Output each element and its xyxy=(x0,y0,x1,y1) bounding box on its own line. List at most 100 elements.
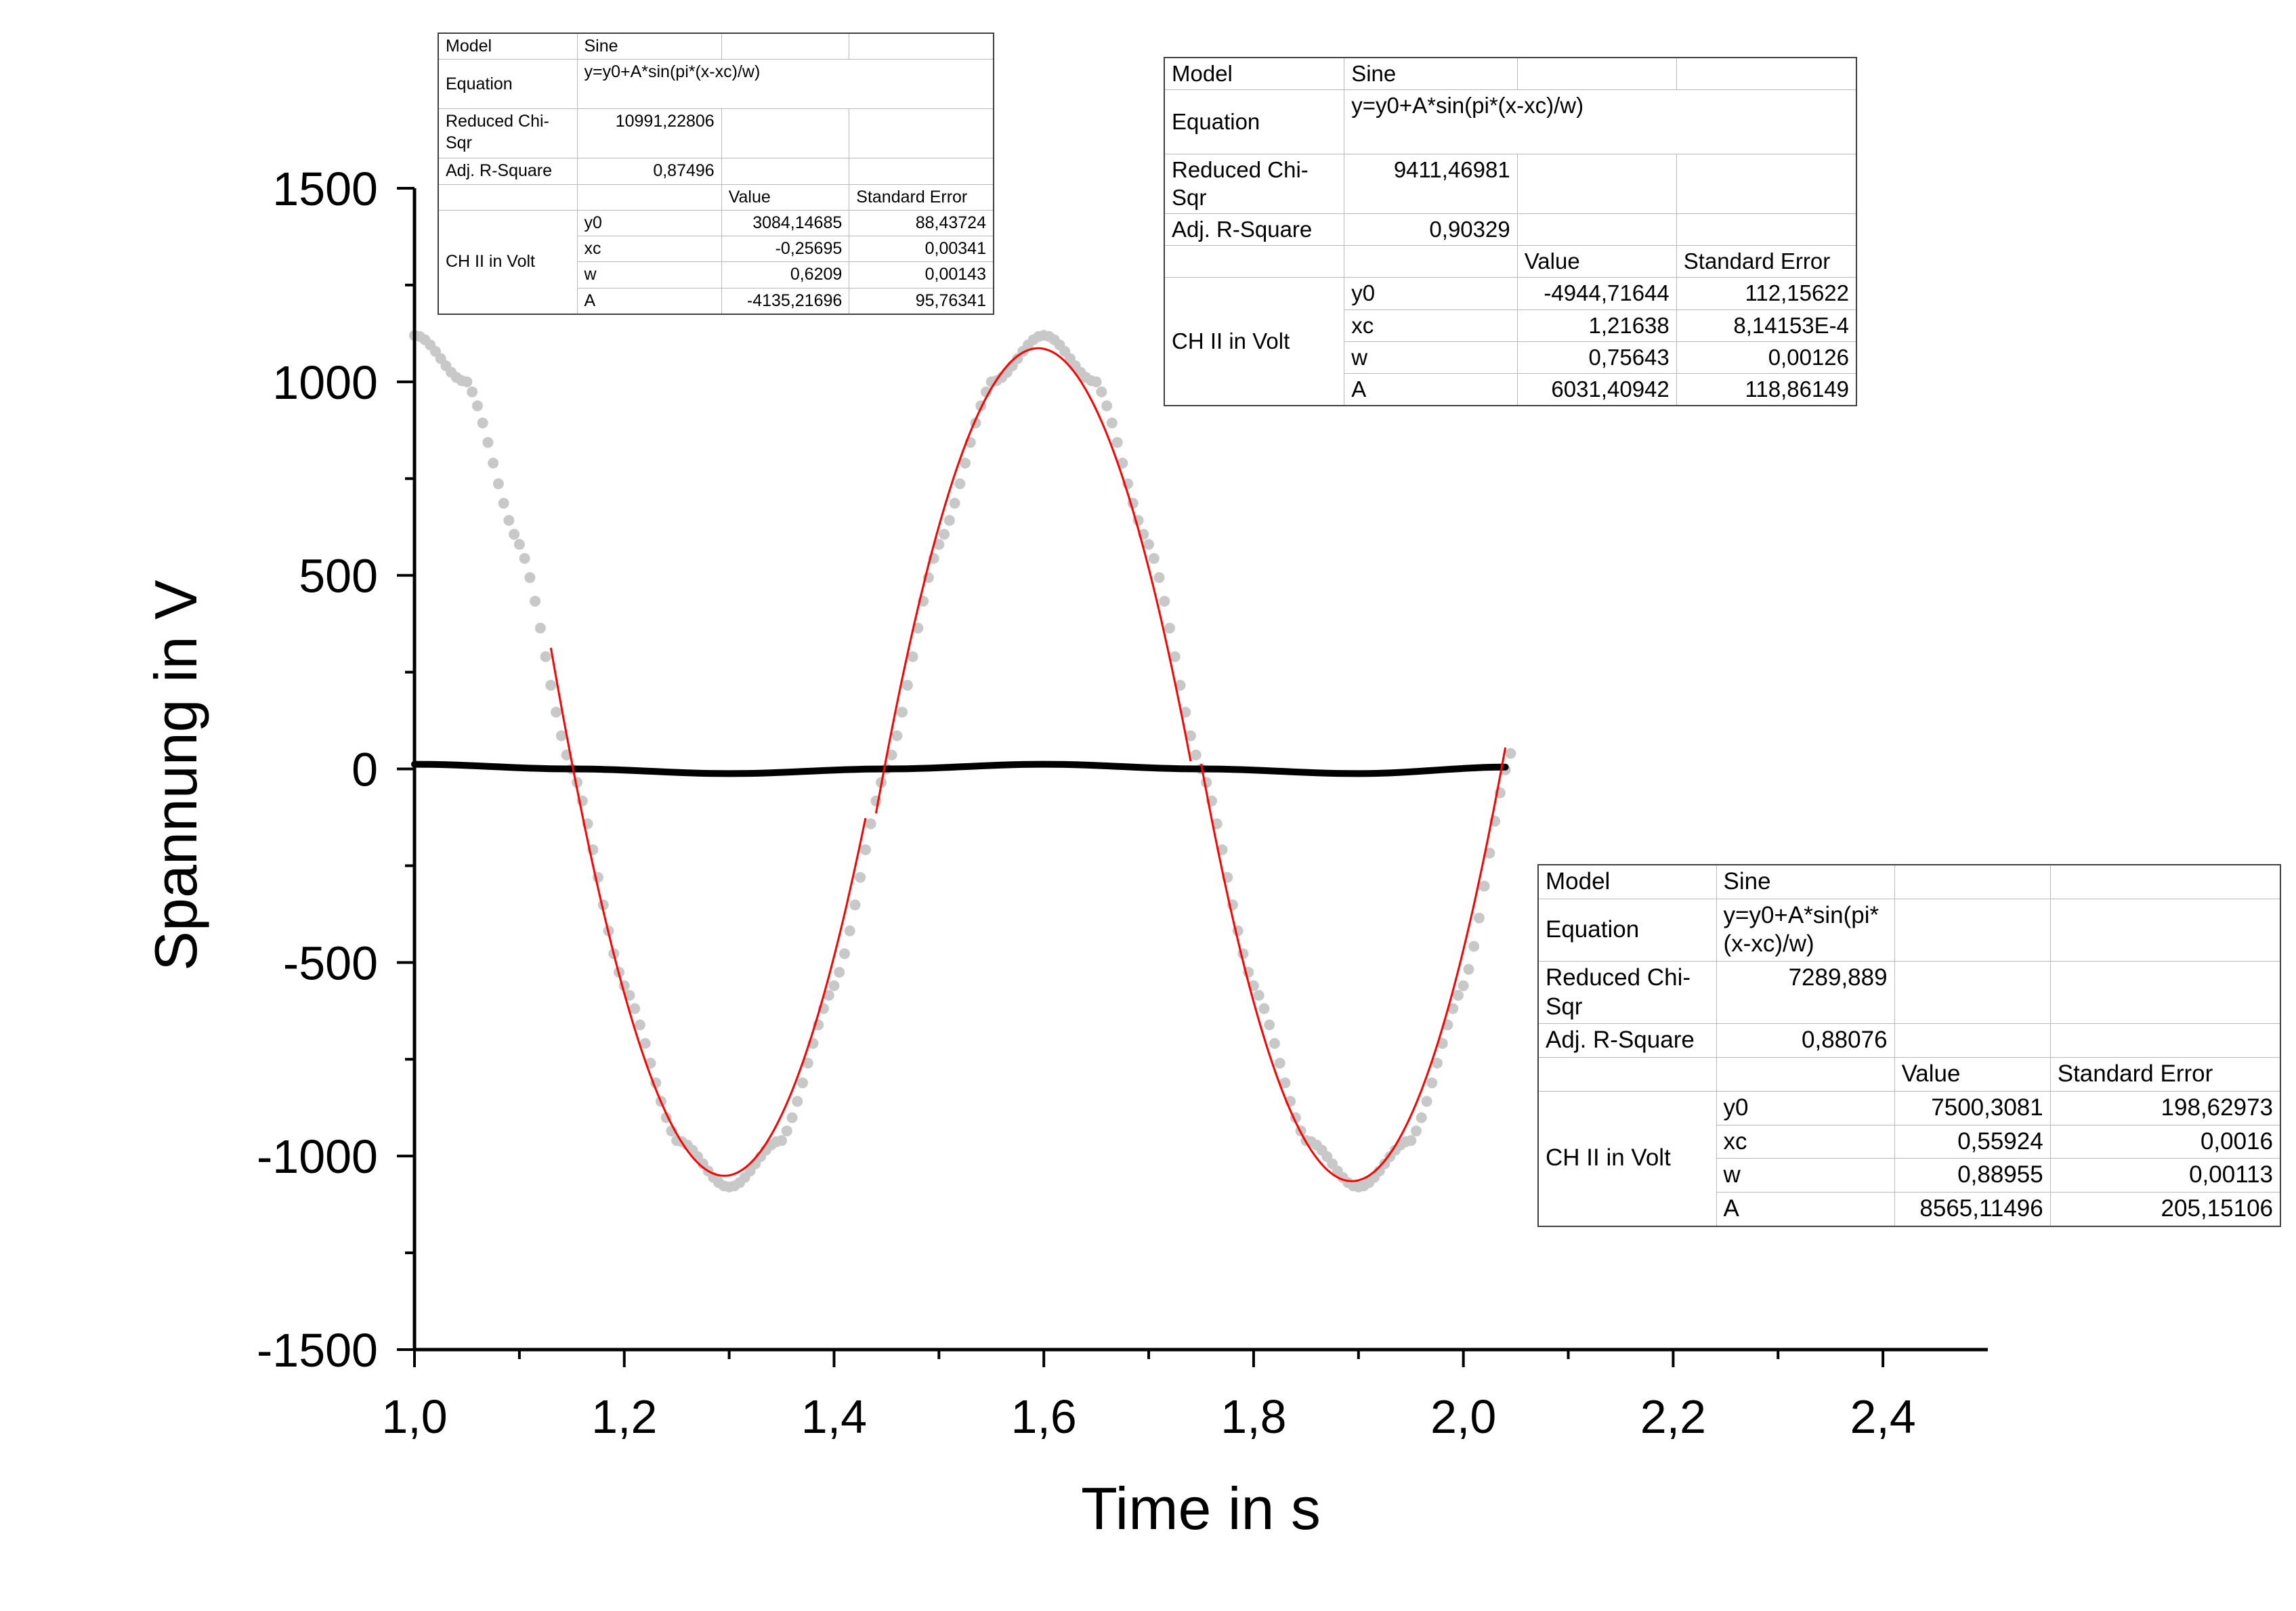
param-error: 0,00341 xyxy=(849,235,994,263)
equation-label: Equation xyxy=(1537,898,1717,962)
scatter-point xyxy=(634,1019,645,1031)
chisqr-value: 9411,46981 xyxy=(1344,154,1518,214)
scatter-point xyxy=(912,622,924,634)
scatter-point xyxy=(849,899,861,911)
scatter-point xyxy=(461,376,473,387)
scatter-point xyxy=(467,386,478,398)
scatter-point xyxy=(844,925,855,937)
param-value: 0,6209 xyxy=(721,261,850,288)
scatter-point xyxy=(629,1003,641,1014)
scatter-point xyxy=(509,528,520,540)
value-header: Value xyxy=(1894,1057,2051,1092)
param-error: 0,00126 xyxy=(1676,341,1857,374)
error-header: Standard Error xyxy=(1676,244,1857,278)
scatter-point xyxy=(1164,622,1176,634)
scatter-point xyxy=(901,679,913,691)
param-value: -4135,21696 xyxy=(721,287,850,315)
scatter-series xyxy=(409,330,1516,1193)
x-ticks: 1,0 1,2 1,4 1,6 1,8 2,0 2,2 2,4 xyxy=(381,1350,1916,1443)
param-value: 6031,40942 xyxy=(1516,373,1677,406)
scatter-point xyxy=(498,498,509,509)
scatter-point xyxy=(1258,1003,1270,1014)
scatter-point xyxy=(838,948,850,960)
group-label: CH II in Volt xyxy=(1537,1090,1717,1227)
y-tick-label: -1500 xyxy=(257,1324,378,1377)
data-layer xyxy=(409,330,1516,1193)
x-tick-label: 1,2 xyxy=(591,1390,657,1443)
r2-label: Adj. R-Square xyxy=(1164,213,1345,246)
scatter-point xyxy=(865,818,876,830)
param-value: 0,75643 xyxy=(1516,341,1677,374)
scatter-point xyxy=(1101,400,1113,412)
scatter-point xyxy=(776,1135,788,1146)
param-error: 88,43724 xyxy=(849,209,994,237)
scatter-point xyxy=(828,980,840,991)
fit-results-table-3: Model Sine Equation y=y0+A*sin(pi*(x-xc)… xyxy=(1537,864,2281,1227)
scatter-point xyxy=(823,989,834,1001)
x-tick-label: 1,0 xyxy=(381,1390,447,1443)
scatter-point xyxy=(1416,1112,1427,1123)
scatter-point xyxy=(477,417,488,429)
equation-value: y=y0+A*sin(pi*(x-xc)/w) xyxy=(576,59,994,110)
scatter-point xyxy=(545,679,557,691)
param-value: 0,55924 xyxy=(1894,1124,2051,1159)
scatter-point xyxy=(954,478,966,490)
scatter-point xyxy=(1180,706,1191,718)
scatter-point xyxy=(897,706,908,718)
scatter-point xyxy=(1468,941,1480,952)
scatter-point xyxy=(792,1096,803,1107)
scatter-point xyxy=(1143,538,1155,550)
param-name: xc xyxy=(1716,1124,1895,1159)
y-tick-label: 1000 xyxy=(272,356,378,409)
x-tick-label: 1,8 xyxy=(1220,1390,1286,1443)
scatter-point xyxy=(1410,1125,1422,1137)
fit-results-table-2: Model Sine Equation y=y0+A*sin(pi*(x-xc)… xyxy=(1164,57,1857,407)
group-label: CH II in Volt xyxy=(438,209,578,315)
x-tick-label: 2,4 xyxy=(1850,1390,1915,1443)
scatter-point xyxy=(786,1112,798,1123)
param-value: 3084,14685 xyxy=(721,209,850,237)
param-value: 1,21638 xyxy=(1516,309,1677,342)
chisqr-label: Reduced Chi-Sqr xyxy=(1537,961,1717,1025)
line-series xyxy=(411,760,1509,777)
param-value: 8565,11496 xyxy=(1894,1191,2051,1227)
r2-value: 0,90329 xyxy=(1344,213,1518,246)
fit-results-table-1: Model Sine Equation y=y0+A*sin(pi*(x-xc)… xyxy=(438,33,994,315)
param-value: 7500,3081 xyxy=(1894,1090,2051,1125)
scatter-point xyxy=(859,844,871,855)
scatter-point xyxy=(781,1125,792,1137)
fit-curve-3 xyxy=(1200,747,1507,1182)
scatter-point xyxy=(1106,417,1118,429)
x-axis-label: Time in s xyxy=(1081,1475,1321,1542)
scatter-point xyxy=(960,457,971,469)
scatter-point xyxy=(886,749,897,760)
equation-label: Equation xyxy=(438,59,578,110)
scatter-point xyxy=(943,515,955,526)
param-name: y0 xyxy=(1344,277,1518,310)
scatter-point xyxy=(503,515,515,526)
chisqr-label: Reduced Chi-Sqr xyxy=(438,108,578,159)
r2-label: Adj. R-Square xyxy=(1537,1023,1717,1058)
scatter-point xyxy=(513,538,525,550)
scatter-point xyxy=(891,730,903,742)
param-error: 0,00113 xyxy=(2049,1158,2281,1193)
value-header: Value xyxy=(721,184,850,211)
fit-curve-2 xyxy=(874,347,1192,814)
model-value: Sine xyxy=(1716,864,1895,899)
axes-layer: 1,0 1,2 1,4 1,6 1,8 2,0 2,2 2,4 1500 1000 500 0 -50… xyxy=(257,163,1988,1443)
model-label: Model xyxy=(1164,57,1345,91)
scatter-point xyxy=(551,706,562,718)
scatter-point xyxy=(524,572,536,583)
r2-value: 0,87496 xyxy=(576,158,722,185)
scatter-point xyxy=(933,538,945,550)
scatter-point xyxy=(1473,912,1485,924)
model-value: Sine xyxy=(1344,57,1518,91)
x-tick-label: 2,2 xyxy=(1640,1390,1706,1443)
y-axis-label: Spannung in V xyxy=(142,580,209,971)
param-error: 118,86149 xyxy=(1676,373,1857,406)
scatter-point xyxy=(1505,748,1516,759)
scatter-point xyxy=(1117,457,1128,469)
scatter-point xyxy=(949,498,960,509)
scatter-point xyxy=(555,730,567,742)
